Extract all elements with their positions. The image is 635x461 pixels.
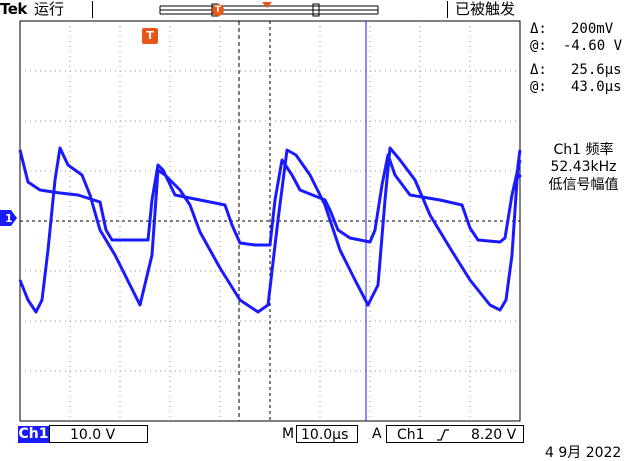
- measurement-title: Ch1 频率: [553, 142, 614, 158]
- status-bar: Tek 运行 T 已被触发: [0, 0, 635, 20]
- brand-logo: Tek: [0, 0, 27, 18]
- rising-edge-icon: [437, 429, 449, 441]
- timebase-mode: M: [282, 426, 295, 442]
- t-at-label: @:: [530, 79, 547, 95]
- v-at-label: @:: [530, 38, 547, 54]
- separator: [447, 1, 448, 18]
- ch1-scale[interactable]: 10.0 V: [49, 425, 148, 443]
- t-at-value: 43.0µs: [571, 79, 622, 95]
- ch1-ground-marker[interactable]: 1: [0, 210, 17, 226]
- ch1-trace-b: [18, 146, 522, 314]
- v-at-value: -4.60 V: [563, 38, 623, 54]
- svg-text:1: 1: [5, 212, 13, 225]
- ch1-trace-a: [18, 149, 522, 247]
- trigger-position-icon[interactable]: T: [212, 4, 224, 16]
- date-readout: 4 9月 2022: [545, 445, 622, 461]
- trigger-level: 8.20 V: [471, 427, 517, 443]
- record-timeline[interactable]: [150, 0, 385, 20]
- trigger-source-prefix: A: [372, 426, 382, 442]
- trigger-point-icon[interactable]: T: [142, 28, 158, 44]
- ch1-label[interactable]: Ch1: [18, 426, 49, 443]
- t-delta-label: Δ:: [530, 62, 547, 78]
- measurement-note: 低信号幅值: [548, 177, 619, 193]
- trigger-readout[interactable]: Ch1 8.20 V: [386, 425, 524, 443]
- trigger-source: Ch1: [397, 427, 425, 443]
- measurement-value: 52.43kHz: [550, 159, 617, 175]
- trigger-state: 已被触发: [455, 0, 516, 18]
- separator: [92, 1, 93, 18]
- expansion-point-icon: [262, 2, 272, 8]
- v-delta-label: Δ:: [530, 21, 547, 37]
- t-delta-value: 25.6µs: [571, 62, 622, 78]
- timebase-value[interactable]: 10.0µs: [296, 425, 358, 443]
- v-delta-value: 200mV: [571, 21, 614, 37]
- run-state[interactable]: 运行: [34, 0, 65, 18]
